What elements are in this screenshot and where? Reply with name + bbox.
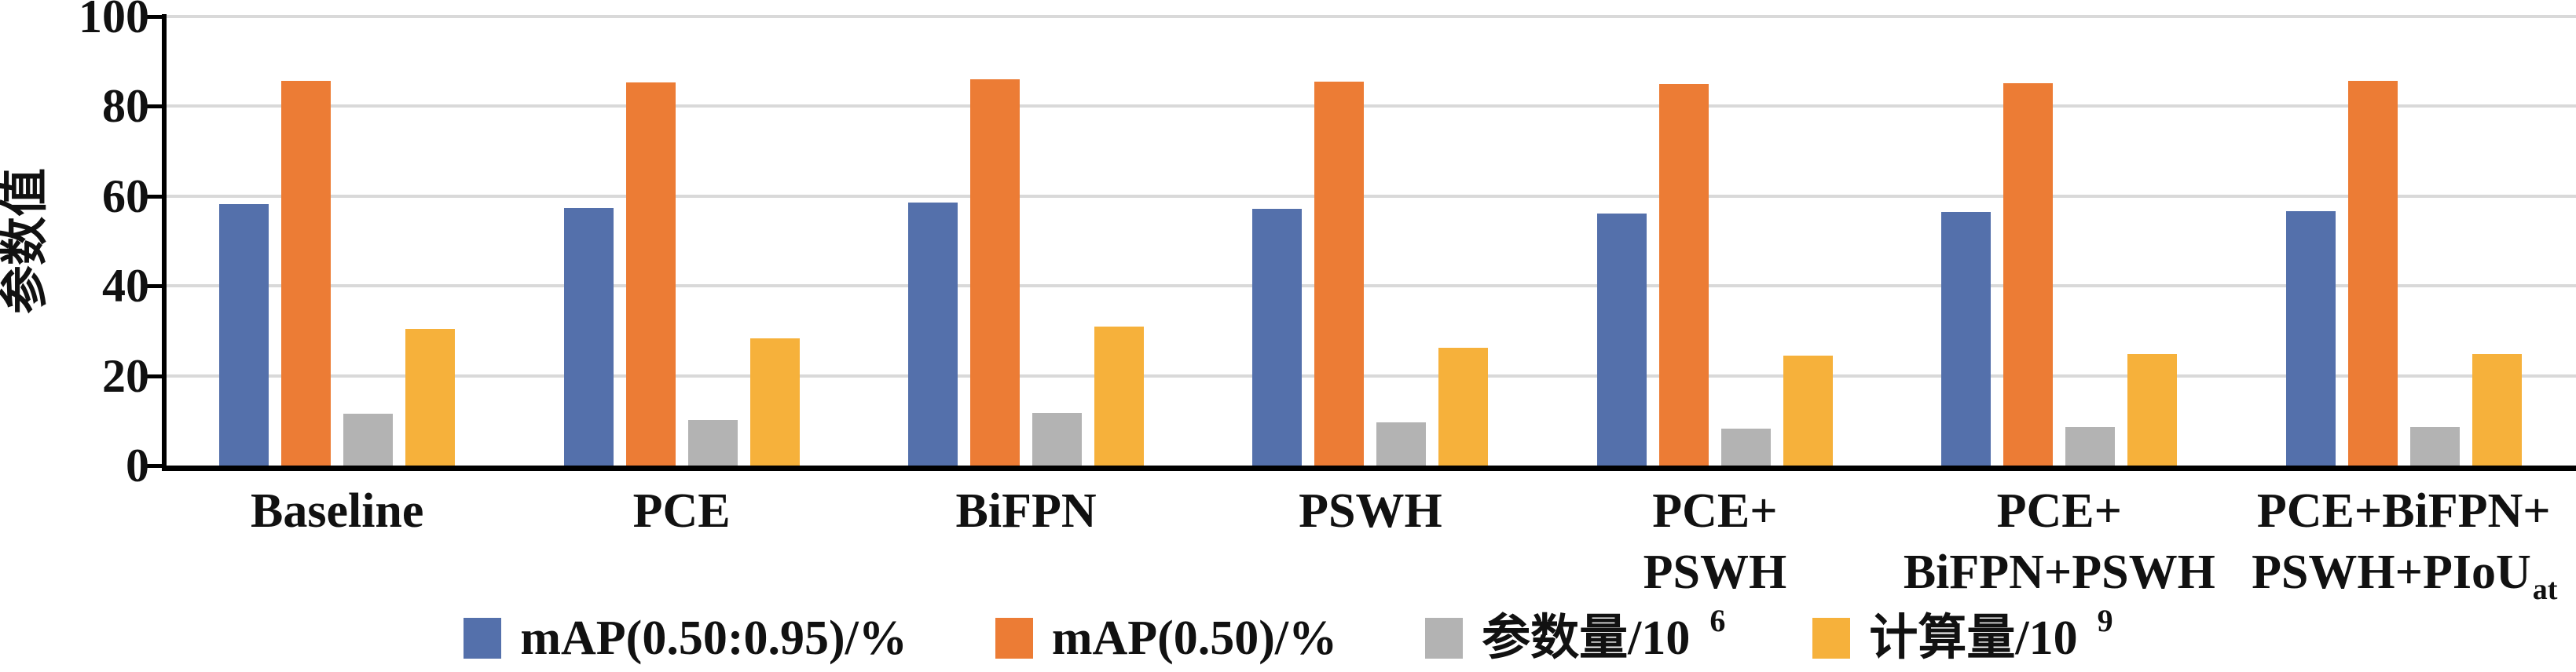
bar-gflops bbox=[1094, 327, 1145, 466]
bar-gflops bbox=[2472, 354, 2522, 466]
bar-group-6 bbox=[1887, 16, 2231, 466]
bar-params bbox=[1032, 412, 1083, 466]
bar-map-50 bbox=[970, 79, 1021, 466]
bar-map-50 bbox=[625, 82, 676, 466]
bar-map-50-95 bbox=[1596, 213, 1647, 466]
bar-gflops bbox=[1438, 347, 1489, 466]
bar-map-50-95 bbox=[2285, 211, 2336, 466]
gridline-80 bbox=[165, 104, 2576, 108]
plot-area bbox=[165, 15, 2576, 466]
x-axis-label-1: Baseline bbox=[165, 480, 509, 609]
legend: mAP(0.50:0.95)/% mAP(0.50)/% 参数量/10 6 计算量/10… bbox=[0, 603, 2576, 665]
x-axis-label-line: BiFPN bbox=[955, 484, 1097, 538]
y-tick-mark-20 bbox=[145, 374, 165, 378]
bar-gflops bbox=[1783, 356, 1833, 466]
legend-label-superscript: 9 bbox=[2097, 603, 2113, 638]
bar-map-50-95 bbox=[908, 203, 958, 466]
bar-params bbox=[2409, 427, 2460, 466]
y-tick-mark-100 bbox=[145, 15, 165, 19]
bar-group-4 bbox=[1198, 16, 1542, 466]
x-axis-label-line: PSWH+PIoUat bbox=[2252, 546, 2558, 606]
x-axis-line bbox=[162, 466, 2576, 471]
x-axis-label-line: Baseline bbox=[250, 484, 424, 538]
legend-swatch-map-50 bbox=[995, 618, 1033, 659]
bar-params bbox=[2065, 426, 2116, 466]
bar-params bbox=[343, 413, 394, 466]
bar-map-50-95 bbox=[1252, 208, 1303, 466]
x-axis-label-3: BiFPN bbox=[854, 480, 1198, 609]
legend-swatch-gflops bbox=[1812, 618, 1851, 659]
bar-group-5 bbox=[1543, 16, 1887, 466]
x-axis-label-line: PCE bbox=[632, 484, 731, 538]
x-axis-label-5: PCE+ PSWH bbox=[1543, 480, 1887, 609]
legend-label-params: 参数量/10 bbox=[1482, 612, 1691, 665]
x-axis-label-line: BiFPN+PSWH bbox=[1903, 546, 2215, 599]
legend-item-params: 参数量/10 6 bbox=[1425, 603, 1725, 665]
x-axis-label-6: PCE+ BiFPN+PSWH bbox=[1887, 480, 2231, 609]
y-tick-mark-40 bbox=[145, 284, 165, 289]
gridline-60 bbox=[165, 194, 2576, 198]
bar-params bbox=[1376, 422, 1427, 466]
x-axis-label-line: PCE+ bbox=[1996, 484, 2122, 538]
y-tick-mark-80 bbox=[145, 104, 165, 109]
x-axis-label-7: PCE+BiFPN+ PSWH+PIoUat bbox=[2232, 480, 2576, 609]
gridline-100 bbox=[165, 15, 2576, 18]
y-tick-label-40: 40 bbox=[102, 260, 149, 312]
bar-group-3 bbox=[854, 16, 1198, 466]
x-axis-label-2: PCE bbox=[509, 480, 853, 609]
bar-params bbox=[687, 420, 738, 466]
y-tick-label-20: 20 bbox=[102, 349, 149, 402]
x-axis-label-4: PSWH bbox=[1198, 480, 1542, 609]
legend-item-map-50-95: mAP(0.50:0.95)/% bbox=[464, 612, 907, 664]
y-axis-line bbox=[162, 14, 167, 471]
x-axis-labels: Baseline PCE BiFPN PSWH PCE+ PSWH PCE+ BiFPN+PS… bbox=[165, 480, 2576, 609]
legend-label-superscript: 6 bbox=[1709, 603, 1726, 638]
bar-map-50 bbox=[2003, 82, 2054, 466]
bar-map-50-95 bbox=[563, 207, 614, 466]
legend-item-map-50: mAP(0.50)/% bbox=[995, 612, 1337, 664]
legend-label-gflops: 计算量/10 bbox=[1869, 612, 2078, 665]
x-axis-label-subscript: at bbox=[2532, 573, 2558, 606]
bar-map-50 bbox=[1658, 83, 1709, 466]
bar-group-1 bbox=[165, 16, 509, 466]
y-axis-title: 参数值 bbox=[0, 168, 52, 315]
y-tick-label-100: 100 bbox=[79, 0, 149, 42]
gridline-20 bbox=[165, 374, 2576, 378]
bar-map-50 bbox=[281, 80, 332, 466]
x-axis-label-line: PCE+BiFPN+ bbox=[2256, 484, 2551, 538]
x-axis-label-line: PSWH bbox=[1299, 484, 1442, 538]
x-axis-label-line: PSWH bbox=[1643, 546, 1787, 599]
bar-group-7 bbox=[2232, 16, 2576, 466]
y-tick-label-80: 80 bbox=[102, 80, 149, 133]
bar-gflops bbox=[405, 329, 456, 466]
y-tick-mark-0 bbox=[145, 464, 165, 468]
bar-gflops bbox=[749, 338, 800, 466]
bar-map-50 bbox=[1314, 81, 1365, 466]
y-tick-label-0: 0 bbox=[126, 440, 149, 491]
gridline-40 bbox=[165, 284, 2576, 288]
bar-gflops bbox=[2127, 353, 2178, 466]
y-tick-mark-60 bbox=[145, 194, 165, 199]
x-axis-label-line: PCE+ bbox=[1652, 484, 1778, 538]
legend-swatch-map-50-95 bbox=[464, 618, 502, 659]
bar-params bbox=[1720, 428, 1771, 466]
legend-label-map-50: mAP(0.50)/% bbox=[1051, 612, 1338, 665]
bar-map-50-95 bbox=[219, 204, 269, 466]
bar-map-50 bbox=[2347, 81, 2398, 466]
bar-groups bbox=[165, 16, 2576, 466]
y-tick-label-60: 60 bbox=[102, 170, 149, 222]
bar-map-50-95 bbox=[1941, 211, 1992, 466]
bar-group-2 bbox=[509, 16, 853, 466]
legend-item-gflops: 计算量/10 9 bbox=[1812, 603, 2113, 665]
legend-swatch-params bbox=[1425, 618, 1464, 659]
legend-label-map-50-95: mAP(0.50:0.95)/% bbox=[520, 612, 907, 665]
